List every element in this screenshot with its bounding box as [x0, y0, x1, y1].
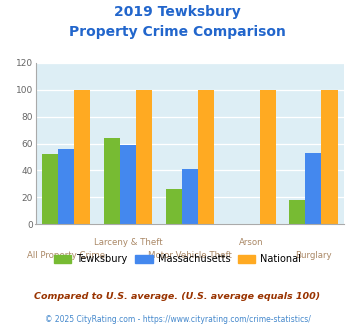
Bar — [75, 90, 91, 224]
Text: Property Crime Comparison: Property Crime Comparison — [69, 25, 286, 39]
Text: Motor Vehicle Theft: Motor Vehicle Theft — [148, 251, 232, 260]
Bar — [260, 90, 276, 224]
Bar — [166, 189, 182, 224]
Bar — [120, 145, 136, 224]
Bar — [42, 154, 58, 224]
Bar — [289, 200, 305, 224]
Text: Larceny & Theft: Larceny & Theft — [94, 238, 163, 247]
Bar — [104, 138, 120, 224]
Text: Burglary: Burglary — [295, 251, 332, 260]
Text: All Property Crime: All Property Crime — [27, 251, 105, 260]
Legend: Tewksbury, Massachusetts, National: Tewksbury, Massachusetts, National — [54, 254, 301, 264]
Bar — [136, 90, 152, 224]
Bar — [198, 90, 214, 224]
Bar — [58, 149, 75, 224]
Bar — [305, 153, 322, 224]
Bar — [322, 90, 338, 224]
Text: 2019 Tewksbury: 2019 Tewksbury — [114, 5, 241, 19]
Text: Compared to U.S. average. (U.S. average equals 100): Compared to U.S. average. (U.S. average … — [34, 292, 321, 301]
Bar — [182, 169, 198, 224]
Text: Arson: Arson — [239, 238, 264, 247]
Text: © 2025 CityRating.com - https://www.cityrating.com/crime-statistics/: © 2025 CityRating.com - https://www.city… — [45, 315, 310, 324]
